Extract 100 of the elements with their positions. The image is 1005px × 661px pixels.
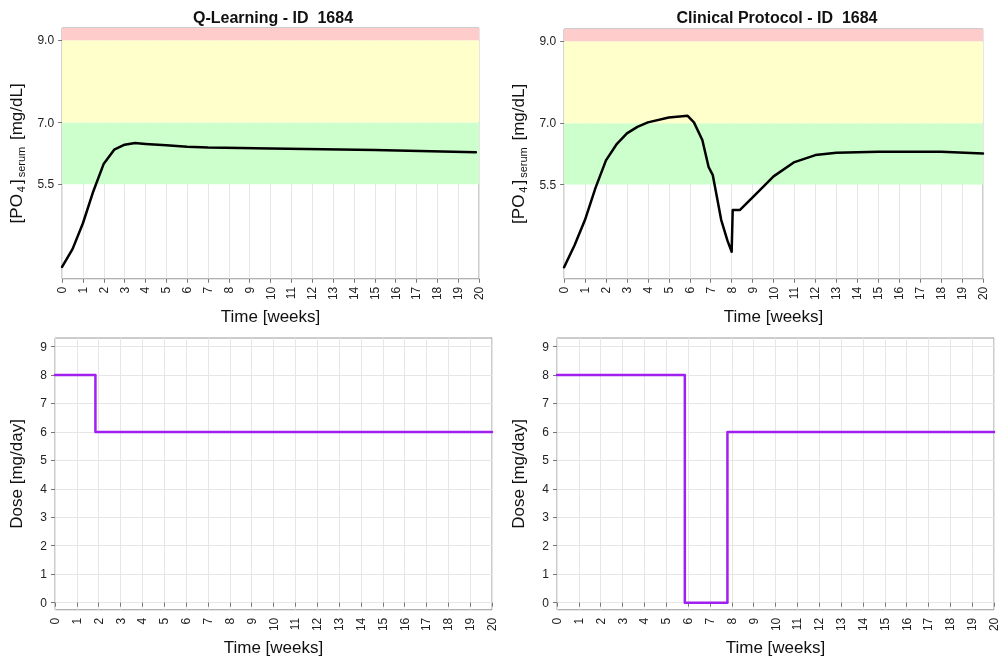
x-tick-label: 1 — [571, 617, 586, 625]
x-tick-label: 5 — [157, 617, 172, 625]
x-tick-label: 4 — [640, 286, 655, 294]
y-tick-label: 4 — [542, 481, 550, 496]
x-tick-label: 5 — [659, 617, 674, 625]
x-tick-label: 1 — [69, 617, 84, 625]
x-tick-label: 15 — [877, 617, 892, 632]
x-tick-label: 17 — [921, 617, 936, 632]
y-tick-label: 6 — [542, 424, 550, 439]
x-tick-label: 19 — [955, 286, 970, 301]
y-tick-label: 3 — [542, 510, 550, 525]
x-tick-label: 18 — [943, 617, 958, 632]
x-tick-label: 20 — [485, 617, 499, 632]
x-tick-label: 14 — [346, 286, 361, 301]
x-tick-label: 0 — [48, 617, 62, 625]
x-tick-label: 16 — [899, 617, 914, 632]
y-tick-label: 5.5 — [539, 177, 557, 192]
x-tick-label: 7 — [201, 286, 215, 294]
y-tick-label: 5.5 — [37, 177, 55, 192]
y-axis-title: Dose [mg/day] — [509, 419, 528, 529]
x-tick-label: 18 — [430, 286, 445, 301]
y-tick-label: 1 — [40, 567, 48, 582]
x-tick-label: 17 — [419, 617, 434, 632]
y-tick-label: 2 — [40, 538, 48, 553]
x-tick-label: 6 — [180, 286, 195, 294]
x-tick-label: 0 — [557, 286, 572, 294]
x-tick-label: 18 — [441, 617, 456, 632]
x-tick-label: 9 — [244, 617, 259, 625]
x-tick-label: 14 — [353, 617, 368, 632]
line-series — [60, 141, 478, 269]
x-tick-label: 0 — [550, 617, 564, 625]
x-tick-label: 4 — [135, 617, 150, 625]
y-tick-label: 7.0 — [539, 116, 557, 131]
y-tick-label: 8 — [542, 367, 550, 382]
x-tick-label: 2 — [598, 286, 613, 294]
x-tick-label: 12 — [305, 286, 320, 301]
y-axis-title: Dose [mg/day] — [7, 419, 26, 529]
x-tick-label: 9 — [745, 286, 760, 294]
x-tick-label: 6 — [179, 617, 194, 625]
y-tick-label: 9 — [40, 339, 48, 354]
x-tick-label: 13 — [834, 617, 849, 632]
x-tick-label: 2 — [91, 617, 106, 625]
x-tick-label: 12 — [310, 617, 325, 632]
x-tick-label: 10 — [766, 286, 781, 301]
y-tick-label: 5 — [40, 453, 48, 468]
y-tick-label: 3 — [40, 510, 48, 525]
x-tick-label: 19 — [965, 617, 980, 632]
x-tick-label: 3 — [615, 617, 630, 625]
x-tick-label: 19 — [463, 617, 478, 632]
x-tick-label: 15 — [871, 286, 886, 301]
x-tick-label: 11 — [284, 286, 299, 300]
y-tick-label: 2 — [542, 538, 550, 553]
x-axis-title: Time [weeks] — [223, 638, 324, 657]
x-tick-label: 11 — [787, 286, 802, 300]
x-tick-label: 20 — [976, 286, 990, 301]
y-tick-label: 7 — [40, 396, 48, 411]
x-tick-label: 19 — [451, 286, 466, 301]
x-tick-label: 2 — [96, 286, 111, 294]
x-tick-label: 7 — [200, 617, 215, 625]
x-tick-label: 15 — [375, 617, 390, 632]
x-tick-label: 4 — [637, 617, 652, 625]
x-tick-label: 6 — [681, 617, 696, 625]
y-tick-label: 7.0 — [37, 115, 55, 130]
x-tick-label: 5 — [661, 286, 676, 294]
x-tick-label: 9 — [746, 617, 761, 625]
x-tick-label: 6 — [682, 286, 697, 294]
y-axis-title: [PO4]serum [mg/dL] — [509, 83, 529, 224]
x-tick-label: 8 — [724, 286, 739, 294]
x-tick-label: 13 — [829, 286, 844, 301]
chart-title: Clinical Protocol - ID 1684 — [676, 8, 878, 26]
x-tick-label: 3 — [619, 286, 634, 294]
y-tick-label: 7 — [542, 396, 550, 411]
x-tick-label: 17 — [913, 286, 928, 301]
x-tick-label: 11 — [288, 617, 303, 631]
x-tick-label: 10 — [266, 617, 281, 632]
y-tick-label: 8 — [40, 367, 48, 382]
x-tick-label: 20 — [987, 617, 1001, 632]
x-tick-label: 13 — [332, 617, 347, 632]
x-tick-label: 16 — [397, 617, 412, 632]
x-tick-label: 3 — [117, 286, 132, 294]
y-tick-label: 5 — [542, 453, 550, 468]
x-tick-label: 17 — [409, 286, 424, 301]
x-tick-label: 3 — [113, 617, 128, 625]
x-tick-label: 15 — [367, 286, 382, 301]
x-tick-label: 20 — [472, 286, 486, 301]
y-tick-label: 0 — [40, 595, 48, 610]
x-tick-label: 9 — [242, 286, 257, 294]
chart-title: Q-Learning - ID 1684 — [192, 8, 354, 26]
x-tick-label: 1 — [578, 286, 593, 294]
x-axis-title: Time [weeks] — [220, 307, 321, 326]
x-tick-label: 8 — [724, 617, 739, 625]
x-tick-label: 10 — [263, 286, 278, 301]
y-tick-label: 1 — [542, 567, 550, 582]
x-tick-label: 2 — [593, 617, 608, 625]
y-tick-label: 6 — [40, 424, 48, 439]
y-tick-label: 0 — [542, 595, 550, 610]
x-tick-label: 8 — [222, 617, 237, 625]
x-tick-label: 11 — [790, 617, 805, 631]
x-tick-label: 16 — [388, 286, 403, 301]
line-series — [562, 114, 985, 269]
